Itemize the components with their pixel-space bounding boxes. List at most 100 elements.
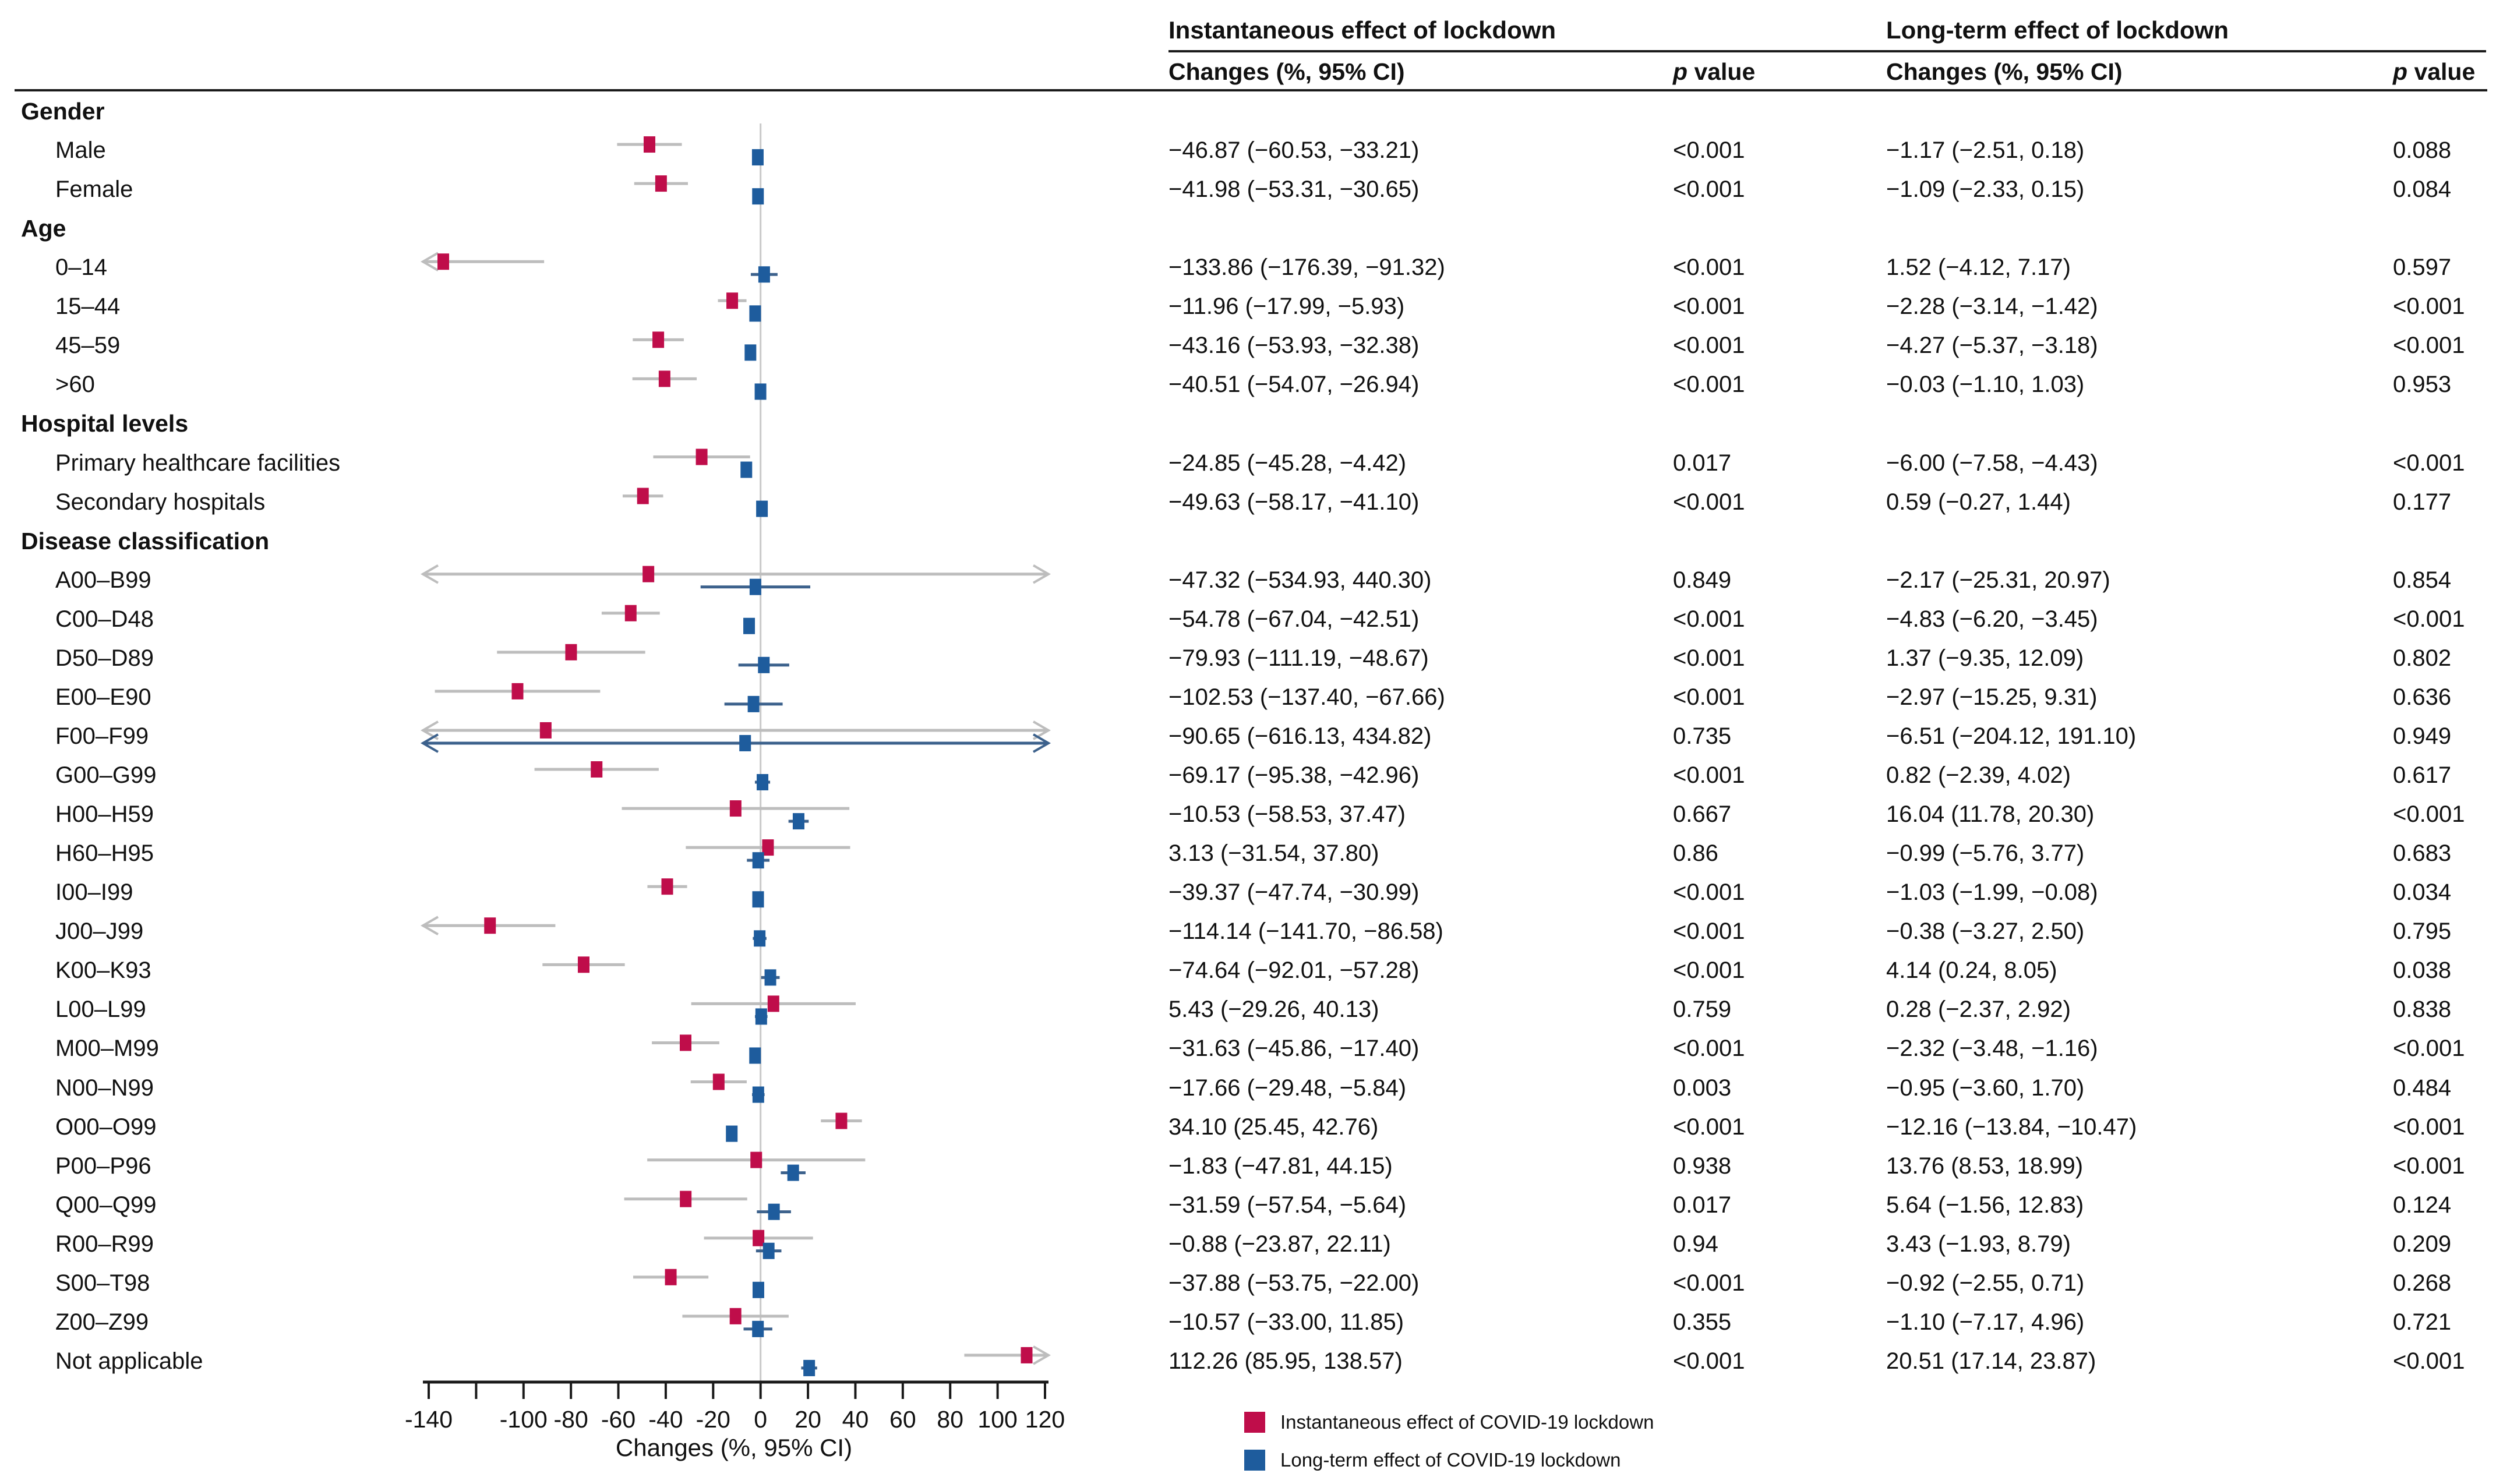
- inst-marker: [637, 487, 649, 504]
- inst-marker: [642, 566, 655, 582]
- cell-inst-ci: −54.78 (−67.04, −42.51): [1168, 606, 1420, 632]
- cell-inst-ci: −37.88 (−53.75, −22.00): [1168, 1270, 1420, 1296]
- cell-lt-p: <0.001: [2393, 1153, 2465, 1179]
- cell-inst-ci: −102.53 (−137.40, −67.66): [1168, 684, 1445, 710]
- cell-lt-p: 0.597: [2393, 254, 2452, 280]
- cell-inst-ci: −49.63 (−58.17, −41.10): [1168, 489, 1420, 515]
- cell-inst-ci: −39.37 (−47.74, −30.99): [1168, 879, 1420, 905]
- ci-arrow-left: [420, 916, 439, 935]
- cell-lt-p: 0.854: [2393, 567, 2452, 593]
- row-label: M00–M99: [55, 1035, 159, 1061]
- inst-marker: [539, 722, 552, 739]
- row-label: I00–I99: [55, 879, 133, 905]
- cell-lt-ci: 4.14 (0.24, 8.05): [1886, 957, 2057, 983]
- row-label: E00–E90: [55, 684, 151, 710]
- x-axis-tick-label: 0: [754, 1406, 767, 1433]
- lt-marker: [752, 1320, 764, 1337]
- lt-marker: [787, 1164, 799, 1181]
- cell-inst-p: <0.001: [1673, 684, 1745, 710]
- ci-arrow-right: [1033, 733, 1051, 753]
- p-rest: value: [1687, 58, 1756, 85]
- cell-inst-p: <0.001: [1673, 1035, 1745, 1061]
- legend-label-longterm: Long-term effect of COVID-19 lockdown: [1280, 1449, 1621, 1471]
- legend-swatch-instantaneous: [1244, 1412, 1265, 1433]
- row-label: Female: [55, 176, 133, 202]
- category-header: Hospital levels: [21, 409, 189, 437]
- row-label: 45–59: [55, 332, 121, 358]
- cell-inst-ci: −17.66 (−29.48, −5.84): [1168, 1075, 1407, 1101]
- cell-inst-ci: −74.64 (−92.01, −57.28): [1168, 957, 1420, 983]
- cell-lt-p: 0.038: [2393, 957, 2452, 983]
- cell-lt-p: 0.795: [2393, 918, 2452, 944]
- cell-inst-p: <0.001: [1673, 489, 1745, 515]
- row-label: O00–O99: [55, 1114, 157, 1140]
- x-axis-tick-label: -20: [696, 1406, 730, 1433]
- inst-marker: [767, 995, 779, 1012]
- lt-marker: [744, 344, 757, 361]
- lt-marker: [803, 1359, 815, 1376]
- column-group-longterm: Long-term effect of lockdown: [1886, 16, 2229, 44]
- cell-lt-ci: 0.28 (−2.37, 2.92): [1886, 996, 2071, 1022]
- cell-inst-ci: −41.98 (−53.31, −30.65): [1168, 176, 1420, 202]
- lt-marker: [792, 813, 804, 830]
- lt-marker: [764, 969, 776, 986]
- row-label: S00–T98: [55, 1270, 150, 1296]
- cell-lt-p: 0.484: [2393, 1075, 2452, 1101]
- lt-marker: [726, 1125, 738, 1142]
- cell-lt-p: <0.001: [2393, 606, 2465, 632]
- row-label: Secondary hospitals: [55, 489, 266, 515]
- cell-lt-ci: 3.43 (−1.93, 8.79): [1886, 1231, 2071, 1257]
- cell-inst-ci: −133.86 (−176.39, −91.32): [1168, 254, 1445, 280]
- inst-marker: [577, 956, 589, 973]
- row-label: >60: [55, 371, 95, 397]
- cell-inst-ci: −10.53 (−58.53, 37.47): [1168, 801, 1406, 827]
- cell-lt-p: <0.001: [2393, 450, 2465, 476]
- lt-marker: [754, 930, 766, 947]
- lt-marker: [754, 383, 767, 400]
- cell-inst-ci: 3.13 (−31.54, 37.80): [1168, 840, 1379, 866]
- cell-lt-p: <0.001: [2393, 1035, 2465, 1061]
- cell-inst-p: 0.94: [1673, 1231, 1718, 1257]
- cell-inst-ci: −31.63 (−45.86, −17.40): [1168, 1035, 1420, 1061]
- cell-inst-p: <0.001: [1673, 879, 1745, 905]
- cell-inst-p: <0.001: [1673, 762, 1745, 788]
- x-axis-tick-label: 20: [795, 1406, 821, 1433]
- cell-lt-p: 0.177: [2393, 489, 2452, 515]
- lt-marker: [751, 149, 764, 166]
- inst-marker: [511, 683, 524, 699]
- cell-lt-p: 0.617: [2393, 762, 2452, 788]
- cell-inst-ci: −24.85 (−45.28, −4.42): [1168, 450, 1407, 476]
- header-rule-right: [1168, 50, 2486, 52]
- cell-lt-ci: 1.37 (−9.35, 12.09): [1886, 645, 2084, 671]
- legend-swatch-longterm: [1244, 1450, 1265, 1471]
- cell-lt-ci: −4.27 (−5.37, −3.18): [1886, 332, 2098, 358]
- cell-inst-p: 0.003: [1673, 1075, 1732, 1101]
- cell-lt-p: 0.721: [2393, 1309, 2452, 1335]
- x-axis-tick-label: 60: [889, 1406, 916, 1433]
- inst-marker: [658, 370, 670, 387]
- column-header-changes-inst: Changes (%, 95% CI): [1168, 58, 1405, 85]
- lt-marker: [743, 617, 755, 634]
- cell-lt-ci: −12.16 (−13.84, −10.47): [1886, 1114, 2137, 1140]
- cell-inst-ci: −69.17 (−95.38, −42.96): [1168, 762, 1420, 788]
- category-header: Age: [21, 214, 66, 242]
- row-label: J00–J99: [55, 918, 144, 944]
- x-axis-tick-label: 100: [977, 1406, 1017, 1433]
- inst-marker: [696, 448, 708, 465]
- cell-lt-ci: −1.03 (−1.99, −0.08): [1886, 879, 2098, 905]
- row-label: Z00–Z99: [55, 1309, 149, 1335]
- cell-inst-ci: −114.14 (−141.70, −86.58): [1168, 918, 1443, 944]
- lt-marker: [739, 734, 751, 751]
- cell-lt-p: <0.001: [2393, 1114, 2465, 1140]
- lt-marker: [757, 774, 769, 791]
- row-label: Q00–Q99: [55, 1192, 157, 1218]
- cell-lt-ci: −2.28 (−3.14, −1.42): [1886, 293, 2098, 319]
- row-label: N00–N99: [55, 1075, 154, 1101]
- cell-inst-p: 0.849: [1673, 567, 1732, 593]
- lt-marker: [755, 1008, 767, 1025]
- inst-marker: [680, 1190, 692, 1207]
- cell-inst-p: <0.001: [1673, 606, 1745, 632]
- cell-lt-ci: −1.10 (−7.17, 4.96): [1886, 1309, 2085, 1335]
